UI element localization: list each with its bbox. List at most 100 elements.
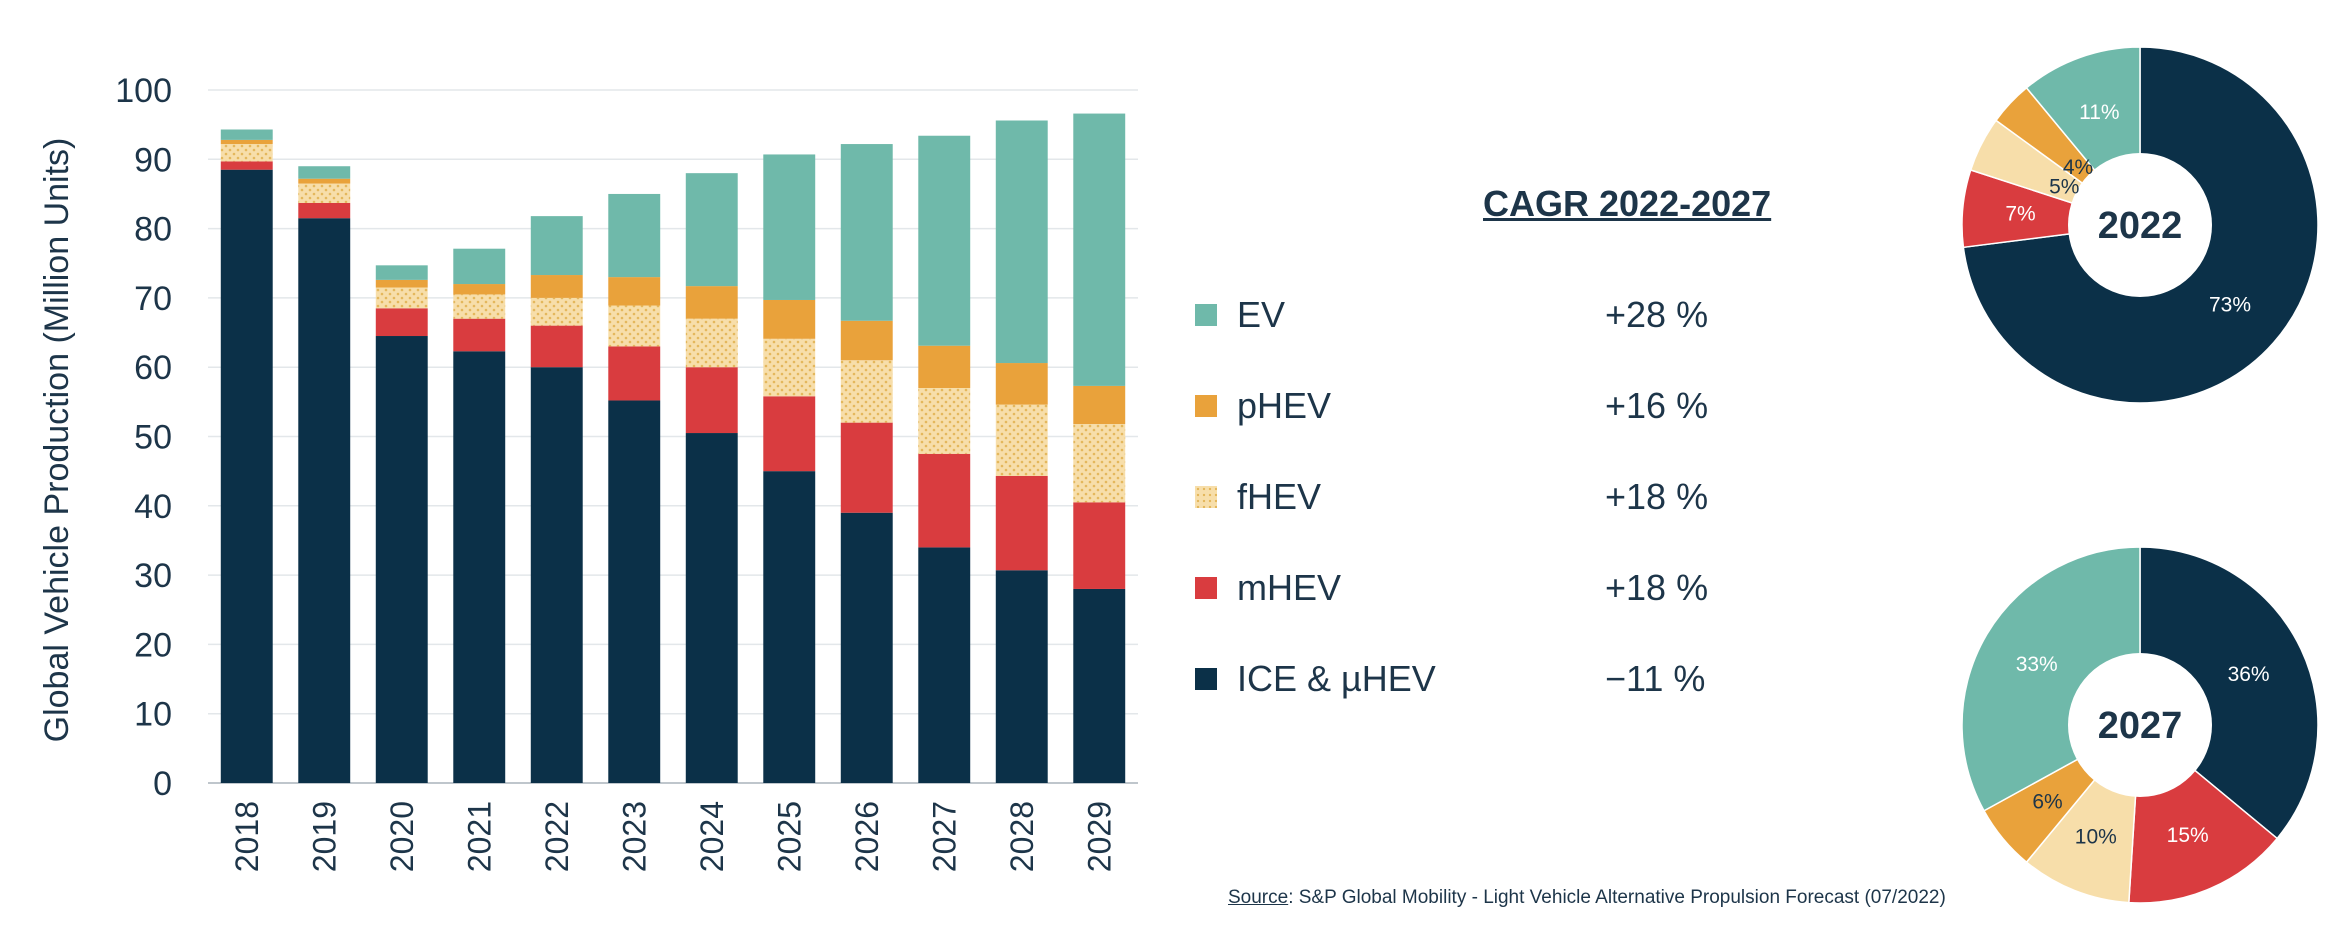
legend-cagr-value: +16 % <box>1605 385 1709 426</box>
bar-segment <box>453 294 506 319</box>
bar-segment <box>685 286 738 319</box>
donut-slice-label: 7% <box>2005 203 2035 226</box>
stacked-bar-chart: 0 10 20 30 40 50 60 70 80 90 100 2018 2019 2020 2021 20… <box>38 72 1138 872</box>
bar-segment <box>995 404 1048 477</box>
y-tick-label: 100 <box>115 72 172 110</box>
donut-slice-label: 73% <box>2209 293 2251 316</box>
x-tick-label: 2023 <box>616 801 652 872</box>
cagr-title: CAGR 2022-2027 <box>1483 183 1772 224</box>
x-tick-label: 2027 <box>926 801 962 872</box>
bar-segment <box>763 154 816 300</box>
legend-cagr-value: +18 % <box>1605 567 1709 608</box>
donut-chart-2022: 73% 7% 5%4% 11% 2022 <box>1961 46 2319 404</box>
donut-slice-label: 10% <box>2075 826 2117 849</box>
bar-segment <box>220 144 273 162</box>
bar-segment <box>918 547 971 783</box>
bar-segment <box>298 183 351 203</box>
x-tick-label: 2022 <box>539 801 575 872</box>
legend-label: ICE & µHEV <box>1237 658 1436 699</box>
y-tick-label: 40 <box>134 488 172 526</box>
bar-segment <box>375 279 428 288</box>
bar-segment <box>220 161 273 170</box>
bar-segment <box>530 325 583 368</box>
bar-segment <box>763 299 816 339</box>
bar-segment <box>1073 588 1126 783</box>
ev-swatch <box>1195 304 1217 326</box>
donut-slice <box>2139 546 2319 840</box>
bar-segment <box>995 570 1048 783</box>
bar-segment <box>530 216 583 276</box>
bar-segment <box>453 318 506 352</box>
source-note: Source: S&P Global Mobility - Light Vehi… <box>1228 887 1946 909</box>
y-tick-label: 70 <box>134 280 172 318</box>
bar-segment <box>1073 424 1126 503</box>
bar-segment <box>918 387 971 454</box>
bar-segment <box>608 346 661 401</box>
bar-segment <box>995 476 1048 571</box>
legend-item-ice: ICE & µHEV −11 % <box>1195 649 1755 709</box>
bar-segment <box>1073 385 1126 425</box>
donut-slice-label: 15% <box>2167 824 2209 847</box>
donut-center-title-2027: 2027 <box>2098 705 2183 747</box>
bar-segment <box>453 284 506 295</box>
legend-label: pHEV <box>1237 385 1332 426</box>
x-tick-label: 2026 <box>849 801 885 872</box>
x-tick-label: 2019 <box>306 801 342 872</box>
legend-item-fhev: fHEV +18 % <box>1195 467 1755 527</box>
bar-segment <box>530 297 583 326</box>
bar-segment <box>375 336 428 783</box>
bar-segment <box>918 453 971 548</box>
bar-segment <box>375 287 428 309</box>
mhev-swatch <box>1195 577 1217 599</box>
legend-label: fHEV <box>1237 476 1322 517</box>
donut-slice-label: 5% <box>2049 175 2079 198</box>
bar-segment <box>918 135 971 346</box>
bar-segment <box>530 275 583 298</box>
donut-slice-label: 36% <box>2228 663 2270 686</box>
bar-segment <box>763 338 816 397</box>
x-tick-label: 2028 <box>1004 801 1040 872</box>
bar-segment <box>1073 113 1126 386</box>
bar-segment <box>685 318 738 368</box>
y-tick-label: 60 <box>134 349 172 387</box>
bar-segment <box>220 139 273 145</box>
bar-segment <box>840 422 893 513</box>
donut-slice-label: 11% <box>2079 101 2119 124</box>
bar-segment <box>608 305 661 347</box>
bar-segment <box>763 471 816 783</box>
bar-segment <box>530 367 583 783</box>
donut-center-title-2022: 2022 <box>2098 205 2183 247</box>
bar-segment <box>1073 502 1126 589</box>
y-tick-label: 0 <box>153 765 172 803</box>
bar-segment <box>453 351 506 783</box>
y-tick-label: 30 <box>134 557 172 595</box>
x-tick-label: 2018 <box>229 801 265 872</box>
bar-segment <box>608 277 661 306</box>
y-tick-label: 50 <box>134 419 172 457</box>
bar-segment <box>840 144 893 321</box>
fhev-swatch <box>1195 486 1217 508</box>
bar-segment <box>375 308 428 337</box>
bar-segment <box>840 360 893 423</box>
y-axis-title: Global Vehicle Production (Million Units… <box>38 138 76 743</box>
legend-item-ev: EV +28 % <box>1195 285 1755 345</box>
donut-chart-2027: 36% 15% 10% 6% 33% 2027 <box>1961 546 2319 904</box>
bar-segment <box>685 367 738 434</box>
y-tick-label: 80 <box>134 211 172 249</box>
legend-cagr-value: −11 % <box>1605 658 1706 699</box>
bar-segment <box>453 248 506 285</box>
x-tick-label: 2029 <box>1081 801 1117 872</box>
x-tick-label: 2021 <box>461 801 497 872</box>
x-tick-label: 2024 <box>694 801 730 872</box>
y-tick-label: 10 <box>134 696 172 734</box>
bar-segment <box>375 265 428 280</box>
bar-segment <box>685 173 738 287</box>
x-tick-label: 2025 <box>771 801 807 872</box>
bar-segment <box>995 363 1048 405</box>
bar-segment <box>220 169 273 783</box>
source-key: Source <box>1228 887 1289 908</box>
bar-segment <box>685 433 738 783</box>
y-tick-label: 20 <box>134 626 172 664</box>
legend-item-phev: pHEV +16 % <box>1195 376 1755 436</box>
source-text: : S&P Global Mobility - Light Vehicle Al… <box>1288 887 1946 908</box>
